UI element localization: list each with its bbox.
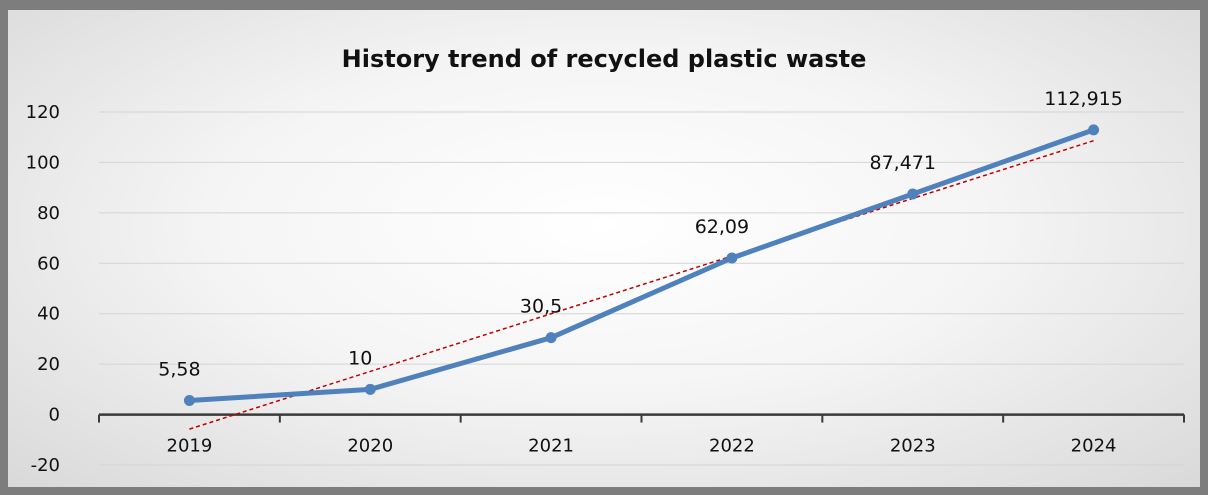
data-label: 62,09 [695,216,749,238]
x-tick-label: 2021 [528,436,574,457]
y-tick-label: -20 [31,455,60,476]
series [183,124,1100,407]
data-point [726,252,738,264]
y-tick-label: 0 [49,405,60,426]
data-point [1088,124,1100,136]
y-axis-ticks: -20 0 20 40 60 80 100 120 [26,102,60,476]
data-point [364,383,376,395]
y-tick-label: 40 [37,304,60,325]
data-label: 10 [348,347,372,369]
y-tick-label: 20 [37,354,60,375]
data-point [907,188,919,200]
series-line [186,127,1097,404]
x-tick-label: 2022 [709,436,755,457]
data-label: 5,58 [158,359,200,381]
y-tick-label: 80 [37,203,60,224]
y-tick-label: 120 [26,102,60,123]
x-tick-label: 2024 [1071,436,1117,457]
x-axis: 2019 2020 2021 2022 2023 2024 [98,413,1185,457]
chart-title: History trend of recycled plastic waste [342,45,867,73]
trendline-line [189,139,1094,430]
data-point [183,395,195,407]
y-tick-label: 60 [37,253,60,274]
data-point [545,332,557,344]
data-label: 30,5 [520,296,562,318]
data-labels: 5,58 10 30,5 62,09 87,471 112,915 [158,88,1123,381]
x-tick-label: 2020 [347,436,393,457]
data-label: 112,915 [1044,88,1123,110]
y-tick-label: 100 [26,152,60,173]
trendline [189,139,1094,430]
x-tick-label: 2023 [890,436,936,457]
data-label: 87,471 [870,152,936,174]
chart-area: History trend of recycled plastic waste … [8,10,1200,487]
x-tick-label: 2019 [167,436,213,457]
line-chart: History trend of recycled plastic waste … [26,45,1185,476]
gridlines [99,111,1184,466]
